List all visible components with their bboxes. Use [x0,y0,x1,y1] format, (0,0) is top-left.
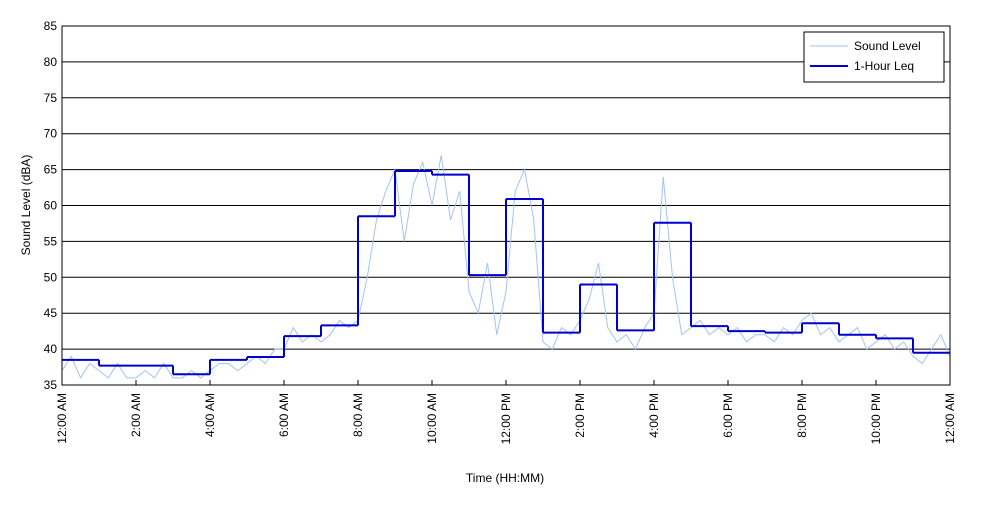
x-tick-label: 4:00 PM [647,393,661,438]
x-axis-label: Time (HH:MM) [466,471,544,485]
legend-label: 1-Hour Leq [854,59,914,73]
y-tick-label: 80 [44,55,58,69]
y-tick-label: 65 [44,163,58,177]
x-tick-label: 2:00 PM [573,393,587,438]
x-tick-label: 12:00 PM [499,393,513,444]
y-tick-label: 50 [44,270,58,284]
legend-box [803,31,945,83]
x-tick-label: 12:00 AM [943,393,957,444]
y-tick-label: 40 [44,342,58,356]
x-tick-label: 8:00 AM [351,393,365,437]
plot-frame [61,25,951,386]
y-tick-label: 70 [44,127,58,141]
y-tick-label: 35 [44,378,58,392]
y-tick-label: 60 [44,199,58,213]
x-tick-label: 10:00 PM [869,393,883,444]
y-axis-label: Sound Level (dBA) [19,155,33,256]
legend-label: Sound Level [854,39,921,53]
x-tick-label: 12:00 AM [55,393,69,444]
x-tick-label: 2:00 AM [129,393,143,437]
y-tick-label: 55 [44,234,58,248]
y-tick-label: 75 [44,91,58,105]
x-tick-label: 6:00 AM [277,393,291,437]
x-tick-label: 8:00 PM [795,393,809,438]
x-tick-label: 6:00 PM [721,393,735,438]
y-tick-label: 85 [44,19,58,33]
x-tick-label: 4:00 AM [203,393,217,437]
y-tick-label: 45 [44,306,58,320]
x-tick-label: 10:00 AM [425,393,439,444]
